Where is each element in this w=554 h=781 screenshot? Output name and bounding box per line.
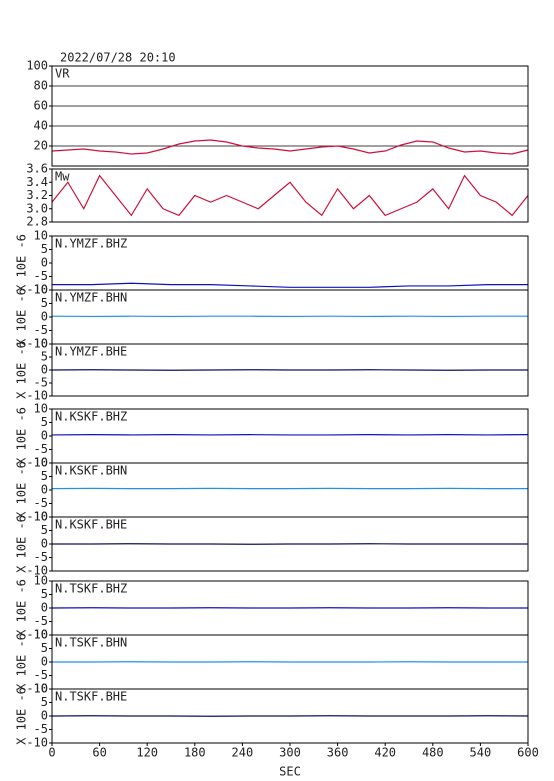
panel-label: N.KSKF.BHN	[55, 464, 127, 478]
y-tick-label: -10	[26, 337, 48, 351]
y-tick-label: 100	[26, 59, 48, 73]
y-tick-label: 5	[41, 587, 48, 601]
x-tick-label: 240	[232, 746, 254, 760]
y-tick-label: 5	[41, 242, 48, 256]
x-tick-label: 420	[374, 746, 396, 760]
y-tick-label: -5	[34, 550, 48, 564]
panel-label: N.TSKF.BHZ	[55, 582, 127, 596]
y-axis-label: X 10E -6	[15, 515, 29, 573]
y-tick-label: 0	[41, 709, 48, 723]
y-tick-label: 0	[41, 483, 48, 497]
panel-label: N.TSKF.BHN	[55, 636, 127, 650]
y-tick-label: 0	[41, 310, 48, 324]
y-tick-label: -10	[26, 564, 48, 578]
y-tick-label: -10	[26, 456, 48, 470]
y-axis-label: X 10E -6	[15, 579, 29, 637]
y-tick-label: 3.4	[26, 175, 48, 189]
y-tick-label: 10	[34, 283, 48, 297]
panel-label: N.YMZF.BHN	[55, 291, 127, 305]
y-tick-label: 0	[41, 601, 48, 615]
y-tick-label: -10	[26, 736, 48, 750]
panel-label: N.KSKF.BHE	[55, 518, 127, 532]
y-tick-label: 80	[34, 79, 48, 93]
chart-title: 2022/07/28 20:10	[60, 51, 176, 65]
y-tick-label: -5	[34, 614, 48, 628]
y-tick-label: 5	[41, 641, 48, 655]
y-tick-label: -5	[34, 323, 48, 337]
trace	[51, 139, 529, 155]
y-tick-label: 5	[41, 469, 48, 483]
y-axis-label: X 10E -6	[15, 234, 29, 292]
y-tick-label: -10	[26, 510, 48, 524]
y-tick-label: -5	[34, 668, 48, 682]
x-tick-label: 360	[327, 746, 349, 760]
y-axis-label: X 10E -6	[15, 687, 29, 745]
panel-label: N.TSKF.BHE	[55, 690, 127, 704]
y-tick-label: 5	[41, 523, 48, 537]
x-tick-label: 540	[470, 746, 492, 760]
x-tick-label: 600	[517, 746, 539, 760]
panel-label: N.KSKF.BHZ	[55, 410, 127, 424]
y-tick-label: -10	[26, 628, 48, 642]
y-tick-label: 5	[41, 415, 48, 429]
y-tick-label: 20	[34, 139, 48, 153]
x-tick-label: 180	[184, 746, 206, 760]
y-tick-label: 3.2	[26, 188, 48, 202]
y-tick-label: -10	[26, 283, 48, 297]
x-tick-label: 120	[136, 746, 158, 760]
y-tick-label: 3.6	[26, 162, 48, 176]
x-tick-label: 0	[48, 746, 55, 760]
panel-label: Mw	[55, 170, 70, 184]
x-tick-label: 60	[92, 746, 106, 760]
y-tick-label: 10	[34, 574, 48, 588]
y-axis-label: X 10E -6	[15, 407, 29, 465]
y-tick-label: 5	[41, 695, 48, 709]
y-tick-label: -5	[34, 442, 48, 456]
y-tick-label: 10	[34, 337, 48, 351]
y-tick-label: 10	[34, 229, 48, 243]
panel-label: N.YMZF.BHZ	[55, 237, 127, 251]
y-tick-label: 5	[41, 296, 48, 310]
y-axis-label: X 10E -6	[15, 341, 29, 399]
y-axis-label: X 10E -6	[15, 633, 29, 691]
trace	[52, 543, 528, 545]
y-tick-label: 5	[41, 350, 48, 364]
y-axis-label: X 10E -6	[15, 461, 29, 519]
panel-label: VR	[55, 67, 70, 81]
trace	[52, 282, 528, 288]
y-tick-label: -10	[26, 682, 48, 696]
y-tick-label: 0	[41, 363, 48, 377]
y-tick-label: 2.8	[26, 215, 48, 229]
panel-frame	[51, 343, 529, 397]
x-tick-label: 480	[422, 746, 444, 760]
panel-frame	[51, 168, 529, 223]
y-tick-label: 0	[41, 256, 48, 270]
panel-label: N.YMZF.BHE	[55, 345, 127, 359]
y-tick-label: -5	[34, 269, 48, 283]
y-tick-label: 10	[34, 510, 48, 524]
panel-frame	[51, 516, 529, 572]
y-tick-label: 10	[34, 402, 48, 416]
trace	[51, 174, 529, 217]
y-tick-label: -5	[34, 376, 48, 390]
y-tick-label: 10	[34, 456, 48, 470]
x-tick-label: 300	[279, 746, 301, 760]
y-tick-label: 60	[34, 99, 48, 113]
trace	[51, 369, 528, 371]
y-tick-label: 0	[41, 429, 48, 443]
trace	[51, 715, 529, 717]
y-tick-label: 10	[34, 628, 48, 642]
y-tick-label: -5	[34, 496, 48, 510]
y-tick-label: 10	[34, 682, 48, 696]
y-tick-label: 40	[34, 119, 48, 133]
y-tick-label: -5	[34, 722, 48, 736]
y-tick-label: 3.0	[26, 201, 48, 215]
y-tick-label: -10	[26, 389, 48, 403]
panel-frame	[51, 65, 529, 167]
x-axis-label: SEC	[279, 765, 301, 779]
y-tick-label: 0	[41, 655, 48, 669]
y-axis-label: X 10E -6	[15, 288, 29, 346]
y-tick-label: 0	[41, 537, 48, 551]
